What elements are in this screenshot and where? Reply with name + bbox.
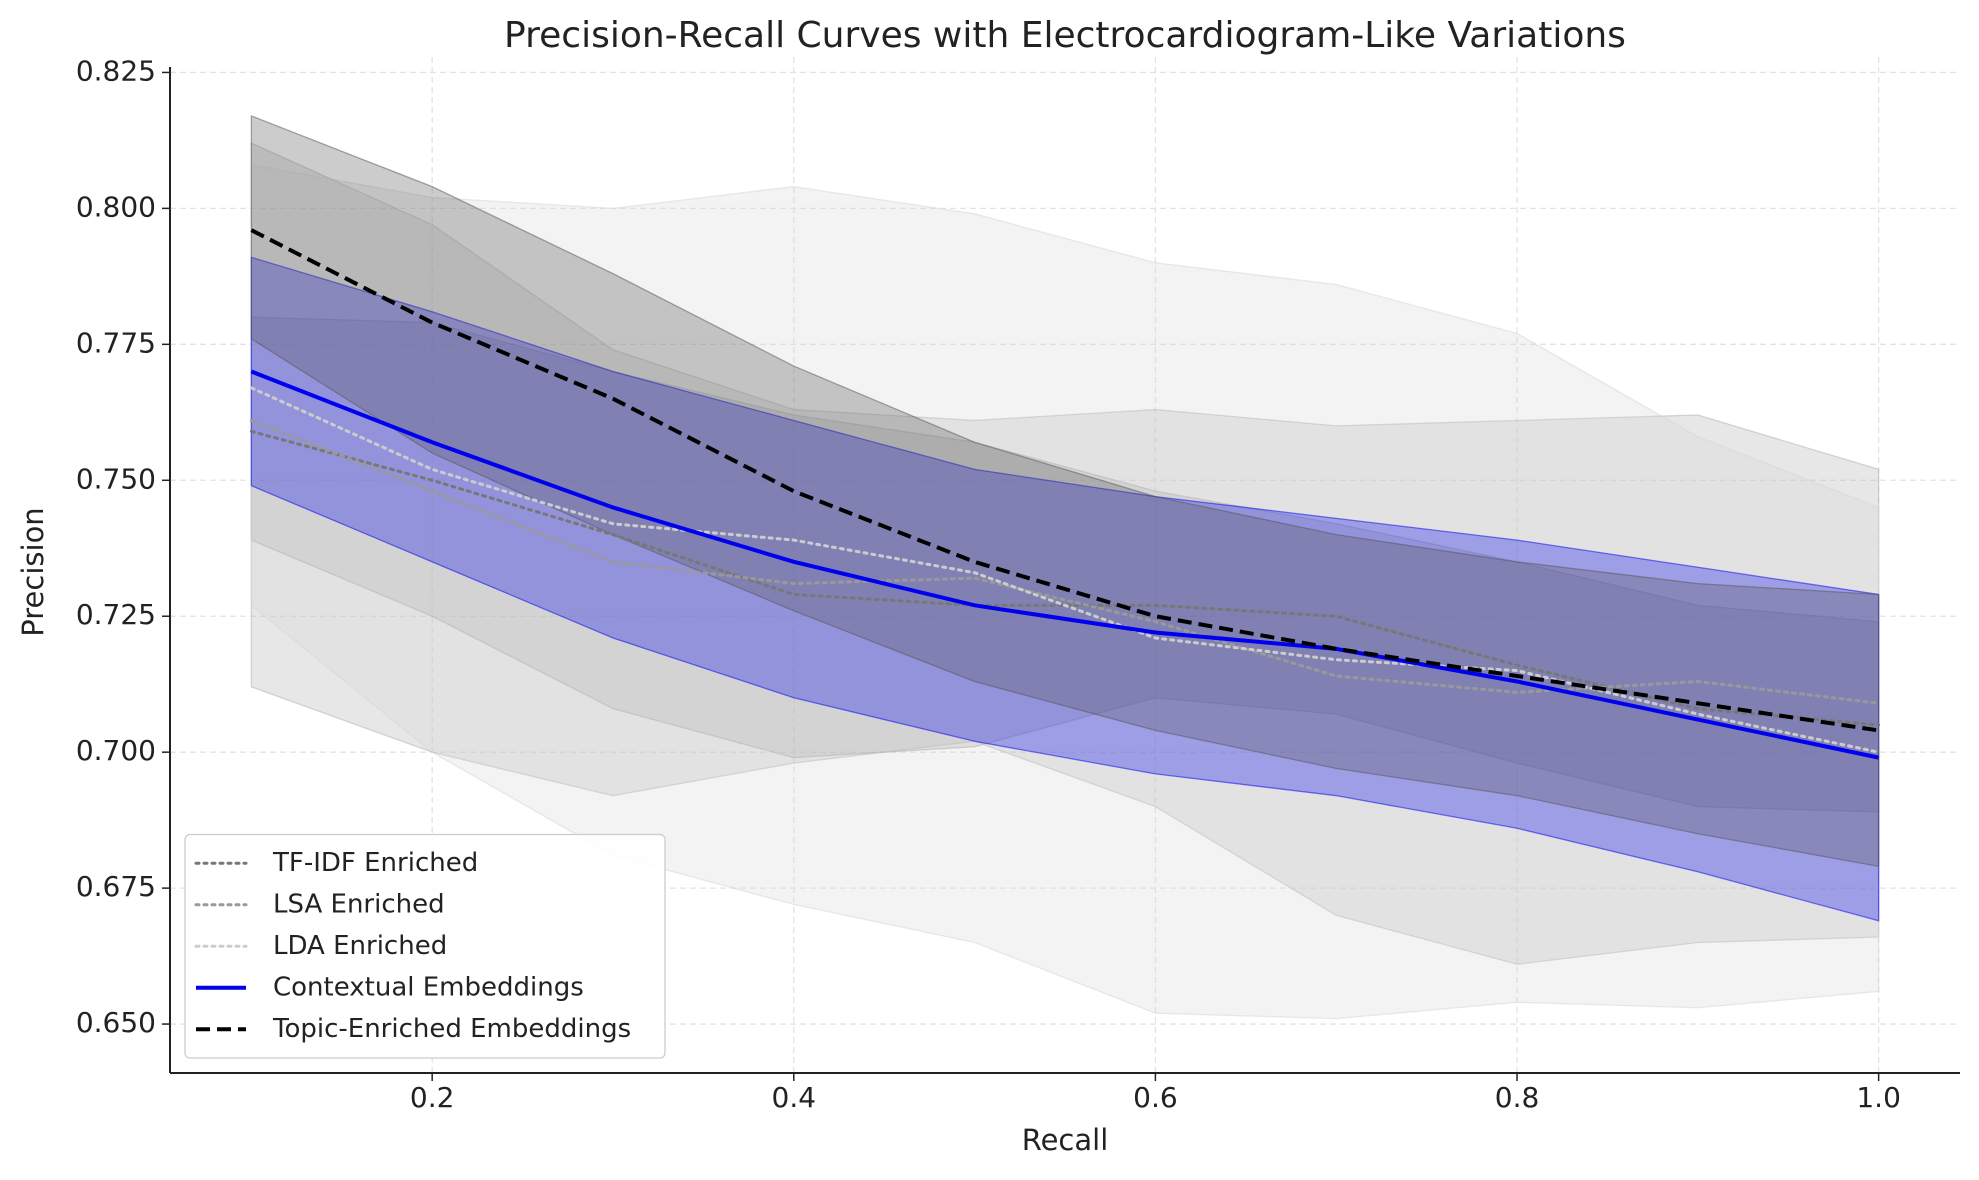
series-line	[250, 369, 1880, 760]
series-line	[250, 228, 1879, 733]
series-line	[249, 386, 1881, 754]
legend-label: TF-IDF Enriched	[272, 848, 478, 878]
y-tick-label: 0.775	[76, 326, 156, 359]
y-tick-label: 0.750	[76, 462, 156, 495]
x-tick-label: 0.8	[1495, 1081, 1540, 1114]
x-tick-label: 0.4	[772, 1081, 817, 1114]
y-tick-label: 0.650	[76, 1006, 156, 1039]
legend-label: Topic-Enriched Embeddings	[272, 1014, 631, 1044]
legend-box	[184, 833, 666, 1059]
y-tick-label: 0.800	[76, 190, 156, 223]
legend: TF-IDF Enriched LSA Enriched LDA Enriched C…	[184, 833, 666, 1059]
y-axis-label: Precision	[16, 507, 50, 636]
legend-label: LDA Enriched	[273, 931, 447, 961]
x-tick-label: 0.2	[410, 1081, 455, 1114]
confidence-band	[250, 164, 1880, 1020]
confidence-band	[250, 114, 1880, 868]
chart-title: Precision-Recall Curves with Electrocard…	[504, 15, 1626, 56]
y-tick-label: 0.700	[76, 734, 156, 767]
x-tick-label: 0.6	[1133, 1081, 1178, 1114]
x-tick-label: 1.0	[1856, 1081, 1901, 1114]
x-axis-label: Recall	[1022, 1123, 1109, 1157]
series-line	[249, 429, 1881, 727]
legend-label: LSA Enriched	[273, 889, 445, 919]
legend-label: Contextual Embeddings	[273, 972, 584, 1002]
y-tick-label: 0.825	[76, 54, 156, 87]
y-tick-label: 0.675	[76, 870, 156, 903]
y-tick-label: 0.725	[76, 598, 156, 631]
series-line	[249, 418, 1881, 705]
